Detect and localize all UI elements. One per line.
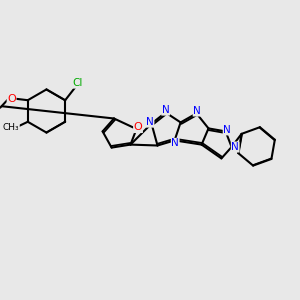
Text: N: N (193, 106, 201, 116)
Text: CH₃: CH₃ (3, 123, 19, 132)
Text: O: O (7, 94, 16, 104)
Text: Cl: Cl (73, 78, 83, 88)
Text: N: N (231, 142, 239, 152)
Text: N: N (146, 117, 154, 127)
Text: N: N (162, 105, 170, 115)
Text: N: N (223, 125, 231, 135)
Text: O: O (134, 122, 142, 133)
Text: N: N (171, 138, 179, 148)
